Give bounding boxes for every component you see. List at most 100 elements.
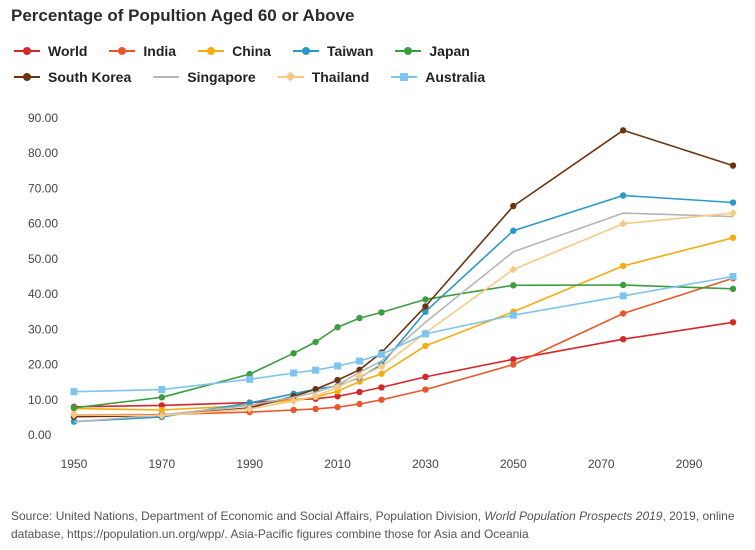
data-point-thailand [333, 383, 342, 392]
legend-label-singapore: Singapore [187, 69, 256, 85]
data-point-world [334, 393, 341, 400]
x-tick-label: 2070 [588, 457, 615, 471]
data-point-china [422, 342, 429, 350]
data-point-thailand [157, 411, 166, 420]
legend-item-thailand: Thailand [277, 64, 370, 90]
data-point-south-korea [334, 376, 341, 384]
data-point-thailand [729, 209, 737, 218]
y-tick-label: 30.00 [28, 322, 58, 336]
y-tick-label: 0.00 [28, 428, 52, 442]
data-point-south-korea [729, 162, 737, 169]
series-line-thailand [73, 212, 734, 417]
legend-label-japan: Japan [429, 43, 470, 59]
legend: World India China Taiwan Japan South Korea Sin… [14, 38, 614, 90]
data-point-australia [729, 273, 737, 280]
series-line-australia [73, 275, 734, 393]
legend-swatch-world [14, 44, 40, 58]
data-point-australia [290, 369, 298, 377]
y-tick-label: 40.00 [28, 287, 58, 301]
series-australia [70, 273, 737, 396]
data-point-australia [158, 386, 166, 394]
data-point-australia [246, 375, 254, 383]
data-point-thailand [509, 265, 518, 274]
legend-label-world: World [48, 43, 88, 59]
legend-label-south-korea: South Korea [48, 69, 132, 85]
data-point-japan [158, 394, 166, 401]
data-point-india [422, 386, 429, 393]
data-point-world [378, 384, 385, 391]
y-tick-label: 90.00 [28, 111, 58, 125]
data-point-china [729, 234, 737, 241]
data-point-india [619, 310, 627, 317]
data-point-australia [509, 311, 517, 319]
data-point-thailand [355, 372, 364, 381]
data-point-south-korea [312, 386, 319, 393]
series-japan [70, 281, 737, 412]
y-tick-label: 10.00 [28, 393, 58, 407]
data-point-thailand [69, 410, 78, 419]
legend-swatch-south-korea [14, 70, 40, 84]
source-note: Source: United Nations, Department of Ec… [11, 507, 741, 543]
data-point-japan [312, 338, 319, 346]
legend-label-thailand: Thailand [311, 69, 370, 85]
data-point-india [510, 361, 517, 368]
series-world [70, 319, 737, 411]
data-point-australia [70, 388, 78, 396]
data-point-japan [246, 370, 253, 378]
data-point-thailand [245, 404, 254, 413]
data-point-japan [378, 309, 385, 316]
data-point-india [378, 396, 385, 403]
data-point-japan [422, 296, 429, 303]
data-point-south-korea [619, 127, 627, 134]
data-point-japan [290, 350, 297, 357]
legend-swatch-taiwan [292, 44, 319, 58]
source-note-prefix: Source: United Nations, Department of Ec… [11, 509, 485, 523]
data-point-south-korea [422, 303, 429, 310]
data-point-world [510, 356, 517, 363]
legend-label-australia: Australia [425, 69, 486, 85]
series-line-singapore [73, 212, 734, 423]
legend-swatch-india [109, 44, 136, 58]
legend-item-japan: Japan [395, 38, 470, 64]
legend-swatch-australia [391, 70, 418, 84]
data-point-india [356, 400, 363, 408]
data-point-australia [378, 350, 385, 358]
data-point-china [619, 262, 627, 270]
data-point-japan [70, 404, 78, 412]
legend-item-south-korea: South Korea [14, 64, 131, 90]
series-line-japan [73, 284, 734, 409]
x-tick-label: 2030 [412, 457, 439, 471]
data-point-taiwan [729, 199, 737, 206]
data-point-japan [619, 281, 627, 289]
data-point-australia [421, 330, 429, 338]
data-point-india [334, 403, 341, 411]
x-tick-label: 1970 [148, 457, 175, 471]
data-point-japan [510, 282, 517, 289]
data-point-taiwan [422, 308, 429, 315]
y-tick-label: 70.00 [28, 181, 58, 195]
series-china [70, 234, 737, 414]
data-point-australia [334, 362, 342, 370]
series-india [70, 275, 737, 419]
data-point-world [422, 373, 429, 381]
data-point-taiwan [619, 192, 627, 199]
data-point-china [334, 388, 341, 395]
data-point-australia [619, 292, 627, 300]
legend-item-china: China [198, 38, 271, 64]
series-singapore [73, 212, 734, 423]
y-tick-label: 60.00 [28, 217, 58, 231]
data-point-world [729, 319, 737, 326]
data-point-australia [356, 357, 364, 365]
source-note-publication: World Population Prospects 2019 [484, 509, 663, 523]
y-tick-label: 20.00 [28, 358, 58, 372]
data-point-thailand [619, 219, 628, 228]
series-line-china [73, 237, 734, 411]
data-point-japan [356, 314, 363, 322]
x-tick-label: 1950 [61, 457, 88, 471]
data-point-india [312, 405, 319, 413]
data-point-thailand [377, 362, 386, 371]
series-line-south-korea [73, 129, 734, 418]
data-point-china [378, 370, 385, 377]
legend-label-india: India [143, 43, 177, 59]
data-point-japan [334, 324, 341, 331]
